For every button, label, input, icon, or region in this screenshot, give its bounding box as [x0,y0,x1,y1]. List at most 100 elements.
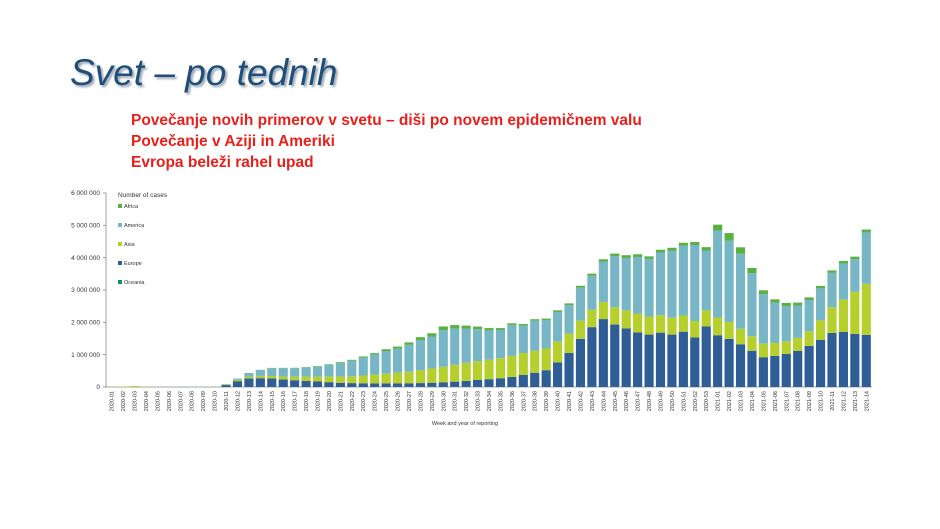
x-tick-label: 2020-31 [453,391,459,411]
x-tick-label: 2020-10 [213,391,219,411]
bar-segment-america [747,273,757,337]
bar-segment-america [335,363,345,377]
x-tick-label: 2021-01 [716,391,722,411]
bar-segment-europe [564,353,574,387]
x-tick-label: 2021-14 [864,391,870,411]
bar-segment-asia [747,336,757,351]
x-tick-label: 2020-33 [476,391,482,411]
bar-segment-america [530,320,540,351]
bar-segment-europe [678,331,688,387]
bar-segment-america [232,378,243,380]
bar-segment-europe [530,372,540,387]
bar-segment-asia [404,371,414,384]
bar-segment-america [861,232,871,284]
chart-bars: 2020-01 2020-02 2020-03 2020-04 2020-05 2020-… [107,224,871,411]
bar-segment-europe [301,380,311,387]
x-tick-label: 2020-41 [567,391,573,411]
x-tick-label: 2021-07 [784,391,790,411]
bar-segment-europe [381,383,391,387]
bar-segment-america [838,263,848,300]
bar-segment-africa [564,303,574,306]
bar-segment-europe [713,335,723,387]
bar-segment-europe [850,333,860,387]
bar-segment-asia [255,375,265,379]
bar-segment-africa [575,285,586,288]
bar-segment-asia [587,309,597,328]
y-tick-label: 4 000 000 [71,255,100,262]
bar-segment-asia [667,317,677,335]
bar-segment-america [541,320,551,349]
bar-segment-africa [633,254,643,257]
bar-segment-america [667,250,677,318]
bar-segment-asia [507,355,517,377]
x-tick-label: 2020-45 [613,391,619,411]
bar-segment-asia [370,374,380,384]
bar-segment-asia [427,368,437,383]
bar-segment-america [701,250,711,311]
x-tick-label: 2020-47 [636,391,642,411]
bar-segment-asia [530,350,540,373]
bar-segment-america [724,240,734,322]
bar-segment-america [495,330,506,359]
bar-segment-africa [644,256,654,259]
y-tick-label: 6 000 000 [71,190,100,197]
bar-segment-america [587,275,597,310]
bar-segment-europe [358,383,368,387]
bar-segment-africa [724,233,734,241]
bar-segment-europe [667,334,677,387]
x-tick-label: 2020-11 [224,391,230,411]
bar-segment-europe [781,353,791,387]
bar-segment-asia [244,376,254,379]
x-tick-label: 2021-06 [773,391,779,411]
bar-segment-asia [392,372,403,384]
bar-segment-america [427,336,437,369]
bar-segment-asia [415,370,425,384]
bar-segment-europe [541,370,551,387]
x-tick-label: 2020-08 [190,391,196,411]
bar-segment-europe [312,381,323,387]
x-tick-label: 2020-13 [247,391,253,411]
bar-segment-africa [850,256,860,260]
legend-swatch [118,204,122,208]
bar-segment-asia [701,310,711,327]
legend-label: Africa [124,204,139,210]
bar-segment-europe [793,350,803,387]
bar-segment-africa [735,247,746,254]
x-tick-label: 2020-44 [601,391,607,411]
x-tick-label: 2020-42 [578,391,584,411]
x-tick-label: 2021-12 [841,391,847,411]
bar-segment-america [472,329,483,362]
x-tick-label: 2020-35 [498,391,504,411]
bar-segment-africa [861,229,871,233]
bar-segment-asia [621,310,631,329]
x-tick-label: 2020-09 [201,391,207,411]
bar-segment-america [438,330,448,367]
bar-segment-europe [290,380,300,387]
bar-segment-asia [804,331,814,346]
bar-segment-europe [255,378,265,387]
bar-segment-africa [324,364,334,366]
bar-segment-africa [655,249,666,253]
bar-segment-america [301,367,311,377]
bar-segment-europe [404,383,414,387]
bar-segment-asia [221,384,231,386]
bar-segment-america [804,299,814,332]
x-tick-label: 2021-02 [727,391,733,411]
bar-segment-asia [301,376,311,381]
bar-segment-africa [781,302,791,307]
bar-segment-africa [530,319,540,321]
bar-segment-america [404,344,414,372]
bar-segment-asia [575,320,586,339]
bar-segment-africa [598,259,608,262]
bar-segment-europe [518,375,528,387]
bar-segment-africa [827,270,837,273]
bar-segment-europe [735,344,746,387]
bar-segment-europe [267,378,277,387]
x-tick-label: 2020-16 [281,391,287,411]
bar-segment-africa [713,224,723,231]
bar-segment-asia [610,307,620,325]
x-tick-label: 2020-03 [133,391,139,411]
bar-segment-europe [827,332,837,387]
bar-segment-africa [427,333,437,337]
x-tick-label: 2020-04 [144,391,150,411]
